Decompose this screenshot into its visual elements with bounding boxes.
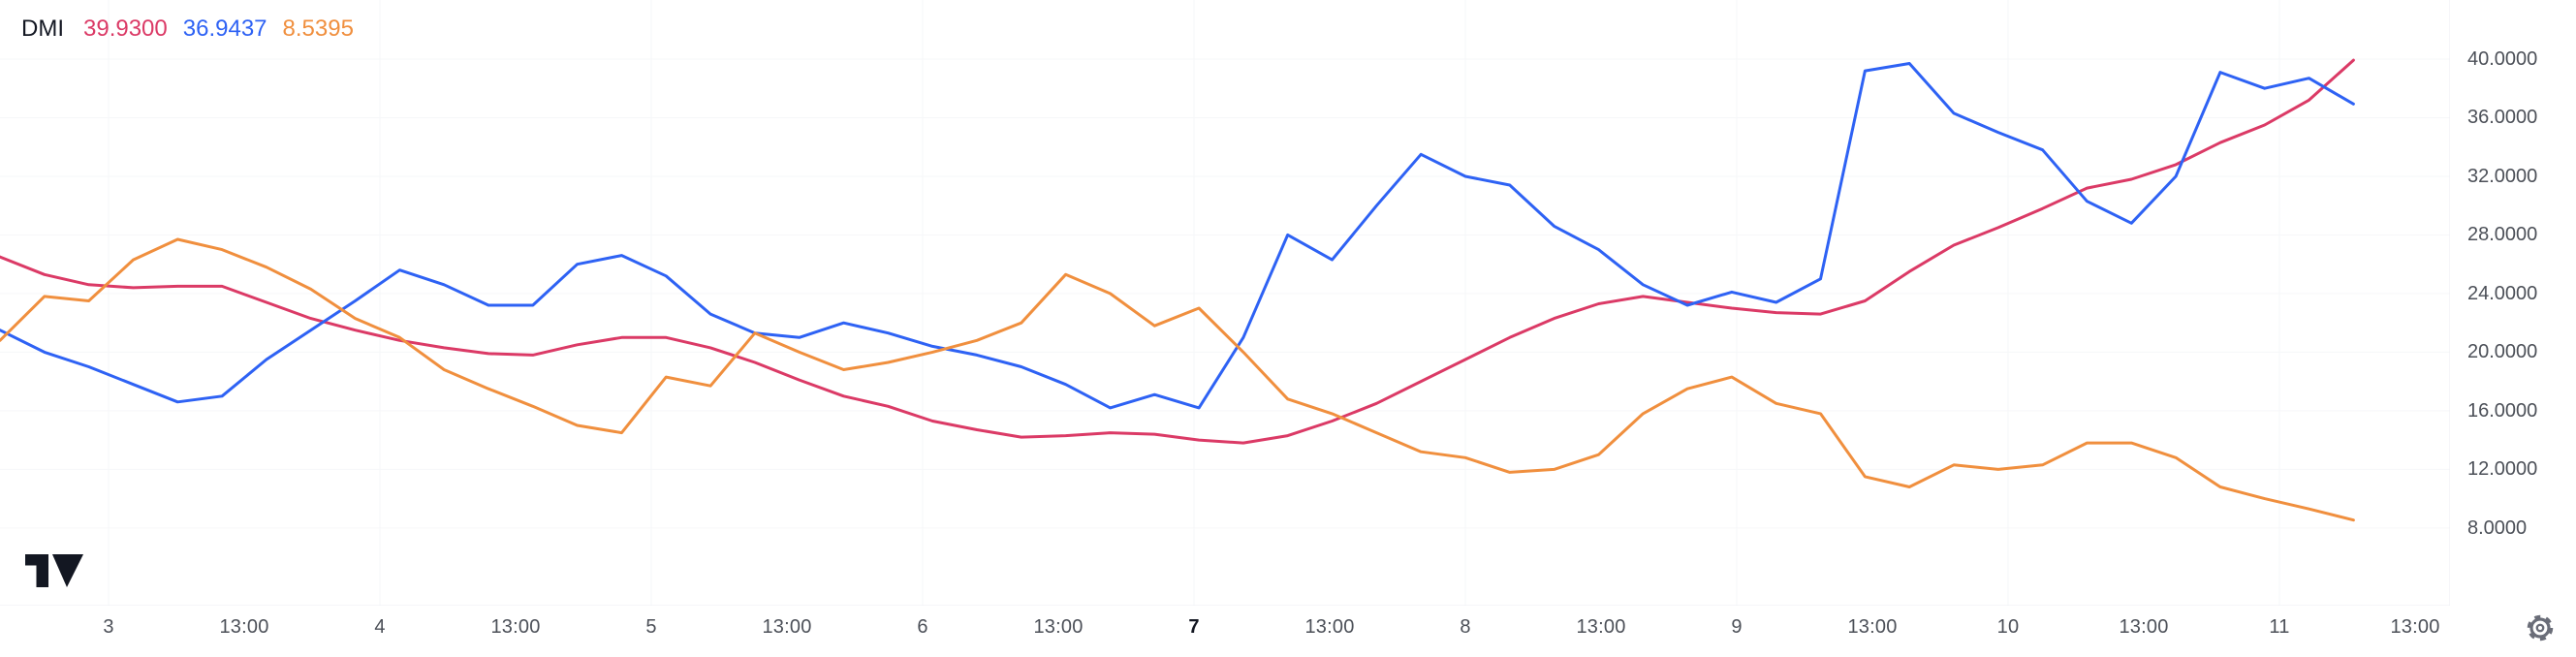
- series-line-plusminus-di[interactable]: [0, 62, 2355, 410]
- x-axis-label: 5: [645, 616, 657, 638]
- y-axis-label: 8.0000: [2467, 516, 2528, 539]
- x-axis-label: 8: [1460, 616, 1471, 638]
- x-axis-label: 13:00: [762, 616, 812, 638]
- x-axis-label: 4: [374, 616, 386, 638]
- x-axis-label: 13:00: [219, 616, 269, 638]
- adx-value: 39.9300: [83, 16, 168, 42]
- x-axis-label: 13:00: [1576, 616, 1626, 638]
- x-axis-label: 3: [103, 616, 114, 638]
- tradingview-logo-icon: [25, 554, 83, 587]
- y-axis-label: 28.0000: [2467, 224, 2538, 246]
- x-axis-label: 6: [917, 616, 928, 638]
- x-axis-label: 13:00: [2119, 616, 2169, 638]
- x-axis-label: 10: [1996, 616, 2020, 638]
- price-scale[interactable]: 40.0000 36.0000 32.0000 28.0000 24.0000 20.00…: [2450, 0, 2576, 606]
- x-axis-label: 13:00: [1847, 616, 1898, 638]
- y-axis-label: 32.0000: [2467, 165, 2538, 187]
- gear-icon: [2527, 614, 2554, 641]
- x-axis-label: 13:00: [2390, 616, 2440, 638]
- x-axis-label: 7: [1188, 616, 1200, 638]
- plus-di-value: 36.9437: [182, 16, 267, 42]
- series-line-adx[interactable]: [0, 58, 2355, 445]
- y-axis-label: 16.0000: [2467, 399, 2538, 422]
- tradingview-logo[interactable]: [25, 554, 83, 594]
- settings-gear-icon[interactable]: [2526, 613, 2555, 647]
- y-axis-label: 24.0000: [2467, 282, 2538, 304]
- y-axis-label: 12.0000: [2467, 458, 2538, 481]
- x-axis-label: 13:00: [1304, 616, 1355, 638]
- y-axis-label: 40.0000: [2467, 48, 2538, 70]
- x-axis-label: 13:00: [490, 616, 541, 638]
- x-axis-label: 9: [1731, 616, 1743, 638]
- time-scale[interactable]: 3 13:00 4 13:00 5 13:00 6 13:00 7 13:00 8 13:00 9 13:…: [0, 606, 2576, 657]
- y-axis-label: 20.0000: [2467, 341, 2538, 363]
- minus-di-value: 8.5395: [282, 16, 354, 42]
- indicator-name: DMI: [21, 16, 64, 42]
- series-line-minus-di[interactable]: [0, 237, 2355, 522]
- x-axis-label: 13:00: [1033, 616, 1084, 638]
- y-axis-label: 36.0000: [2467, 107, 2538, 129]
- x-axis-label: 11: [2269, 616, 2290, 638]
- indicator-legend[interactable]: DMI 39.9300 36.9437 8.5395: [21, 16, 354, 43]
